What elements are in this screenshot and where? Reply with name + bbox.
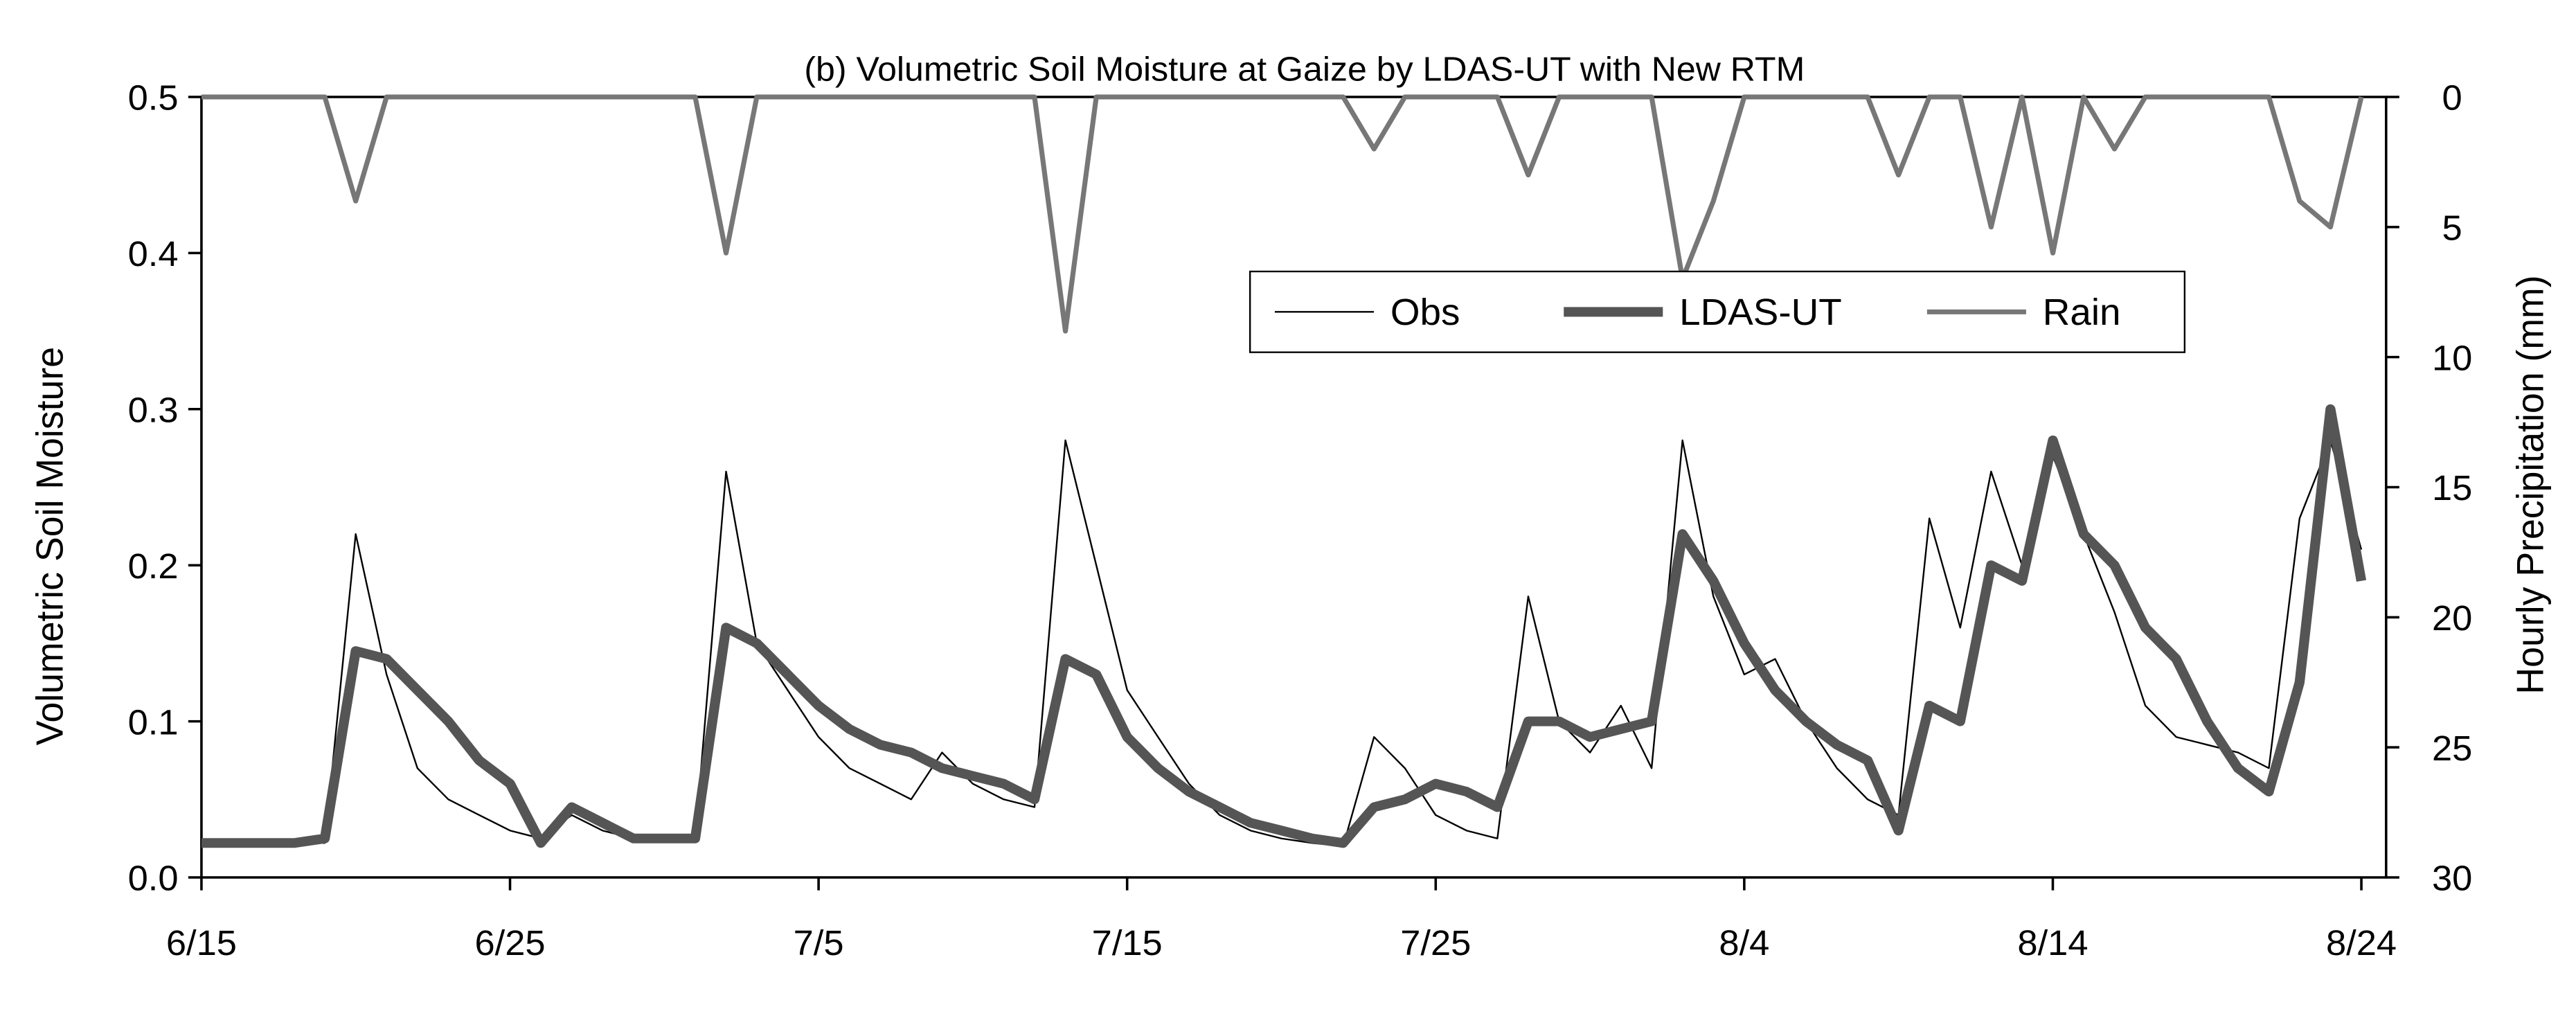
y2-tick-label: 20 [2432, 598, 2472, 638]
x-tick-label: 8/14 [2017, 923, 2088, 963]
legend-label: Obs [1390, 292, 1460, 333]
y2-tick-label: 5 [2442, 208, 2462, 247]
x-tick-label: 7/25 [1400, 923, 1471, 963]
x-tick-label: 8/24 [2326, 923, 2397, 963]
x-tick-label: 6/25 [474, 923, 545, 963]
y2-tick-label: 30 [2432, 858, 2472, 898]
series-line [201, 404, 2367, 848]
y-tick-label: 0.1 [128, 702, 179, 742]
y2-tick-label: 0 [2442, 78, 2462, 117]
x-tick-label: 6/15 [166, 923, 237, 963]
y-axis-label: Volumetric Soil Moisture [29, 347, 71, 746]
y-tick-label: 0.5 [128, 78, 179, 117]
y-tick-label: 0.3 [128, 390, 179, 429]
legend-label: LDAS-UT [1679, 292, 1842, 333]
legend-label: Rain [2043, 292, 2121, 333]
y-tick-label: 0.4 [128, 234, 179, 274]
x-tick-label: 7/15 [1092, 923, 1163, 963]
y2-tick-label: 10 [2432, 338, 2472, 377]
x-tick-label: 7/5 [794, 923, 844, 963]
chart-title: (b) Volumetric Soil Moisture at Gaize by… [804, 51, 1805, 88]
series-line [201, 94, 2364, 334]
y2-axis-label: Hourly Precipitation (mm) [2510, 275, 2552, 694]
y-tick-label: 0.0 [128, 858, 179, 898]
y-tick-label: 0.2 [128, 546, 179, 585]
y2-tick-label: 15 [2432, 468, 2472, 508]
y2-tick-label: 25 [2432, 728, 2472, 767]
legend-box [1249, 270, 2186, 353]
x-tick-label: 8/4 [1719, 923, 1769, 963]
